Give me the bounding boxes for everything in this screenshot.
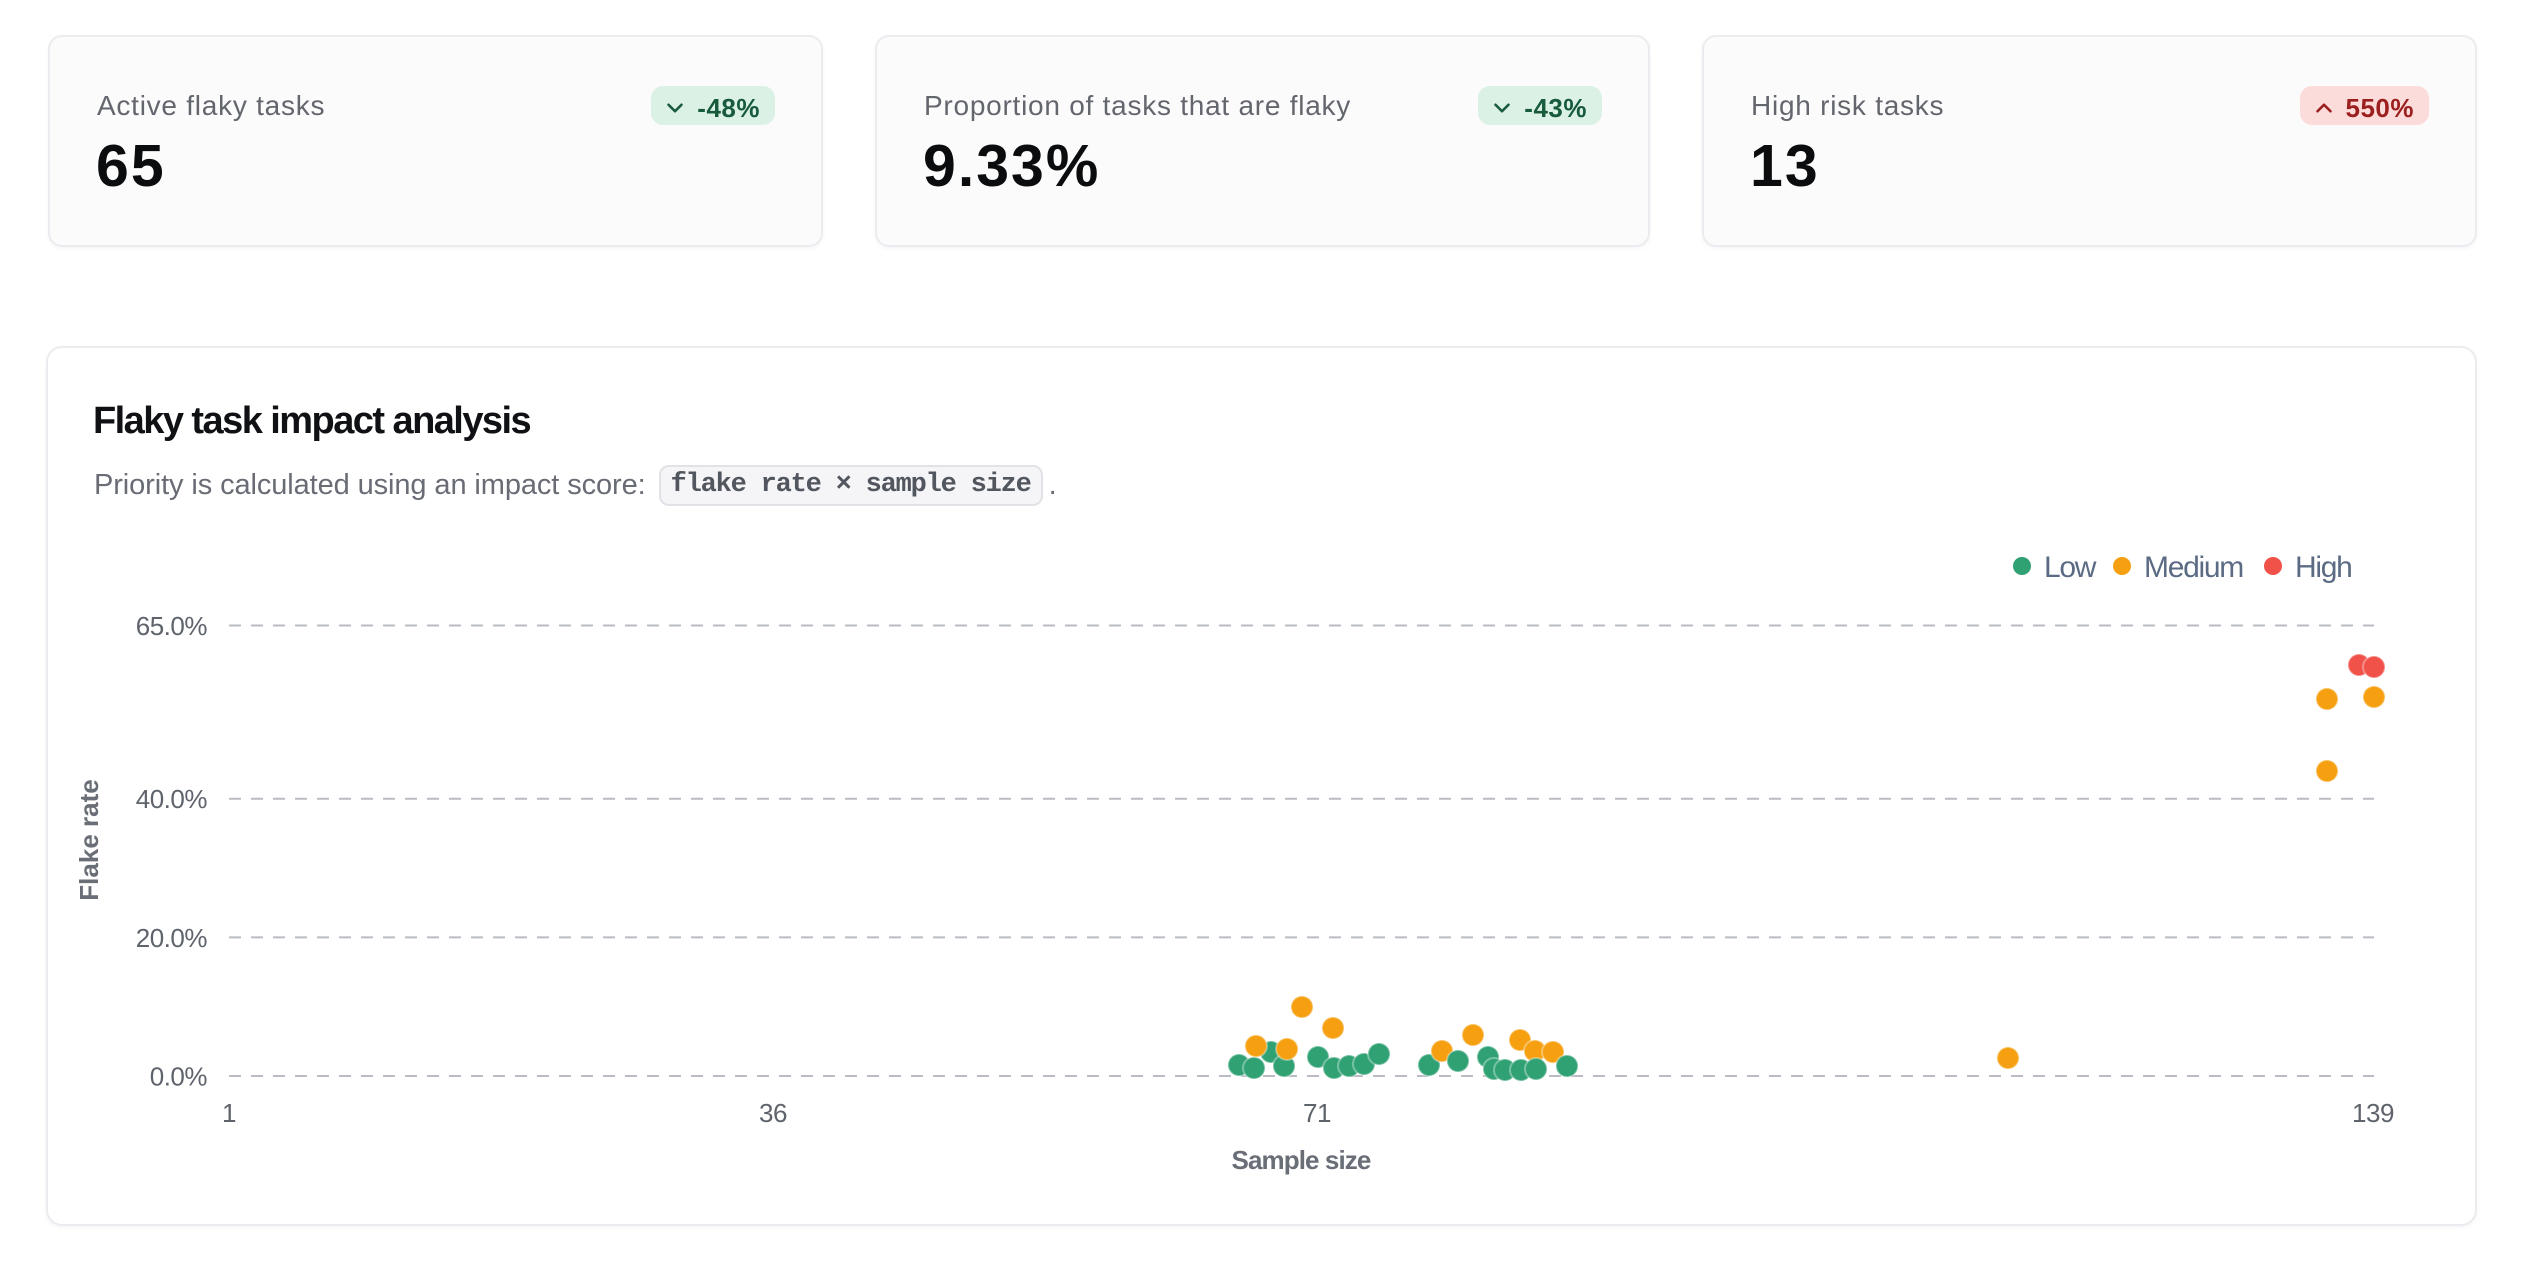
svg-text:Medium: Medium [2144,551,2243,584]
svg-text:20.0%: 20.0% [136,923,208,953]
svg-text:65.0%: 65.0% [136,611,208,641]
svg-text:Flake rate: Flake rate [74,779,104,900]
svg-text:Low: Low [2044,551,2097,584]
svg-text:1: 1 [222,1098,236,1128]
svg-text:139: 139 [2352,1098,2394,1128]
svg-text:40.0%: 40.0% [136,784,208,814]
svg-text:36: 36 [759,1098,787,1128]
svg-text:0.0%: 0.0% [150,1062,208,1092]
svg-text:High: High [2295,551,2352,584]
svg-text:Sample size: Sample size [1232,1145,1371,1175]
svg-text:71: 71 [1303,1098,1331,1128]
